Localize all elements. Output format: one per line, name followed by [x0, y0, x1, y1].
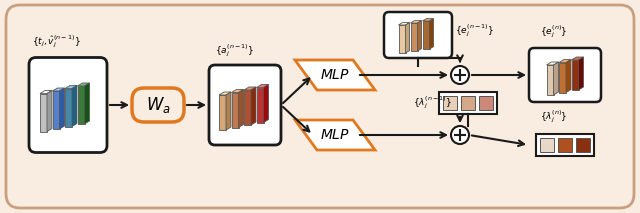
Polygon shape: [572, 60, 579, 90]
Text: $\boldsymbol{W_a}$: $\boldsymbol{W_a}$: [146, 95, 170, 115]
Polygon shape: [559, 62, 566, 92]
FancyBboxPatch shape: [29, 58, 107, 153]
Polygon shape: [52, 91, 60, 129]
Polygon shape: [257, 88, 264, 122]
Text: $\{\lambda_j^{(n)}\}$: $\{\lambda_j^{(n)}\}$: [540, 109, 568, 125]
Polygon shape: [226, 92, 231, 130]
Bar: [479, 96, 493, 110]
Polygon shape: [52, 88, 65, 91]
Polygon shape: [219, 95, 226, 130]
Polygon shape: [399, 25, 406, 53]
Text: $\{e_j^{(n-1)}\}$: $\{e_j^{(n-1)}\}$: [455, 23, 494, 39]
Polygon shape: [410, 23, 417, 51]
Text: $\mathit{MLP}$: $\mathit{MLP}$: [320, 128, 350, 142]
Polygon shape: [232, 92, 239, 128]
Polygon shape: [410, 21, 422, 23]
FancyBboxPatch shape: [209, 65, 281, 145]
FancyBboxPatch shape: [6, 5, 634, 208]
Bar: [443, 96, 457, 110]
Polygon shape: [40, 94, 47, 131]
Polygon shape: [547, 62, 559, 65]
Circle shape: [451, 126, 469, 144]
Polygon shape: [422, 21, 429, 49]
Polygon shape: [422, 19, 433, 21]
Polygon shape: [47, 91, 52, 131]
Polygon shape: [579, 57, 584, 90]
Polygon shape: [417, 21, 422, 51]
Text: $\{e_j^{(n)}\}$: $\{e_j^{(n)}\}$: [540, 24, 568, 40]
Polygon shape: [264, 85, 269, 122]
Polygon shape: [295, 60, 375, 90]
Polygon shape: [60, 88, 65, 129]
Text: $\mathit{MLP}$: $\mathit{MLP}$: [320, 68, 350, 82]
Polygon shape: [547, 65, 554, 95]
Circle shape: [451, 66, 469, 84]
Polygon shape: [251, 87, 256, 125]
Polygon shape: [244, 90, 251, 125]
Polygon shape: [554, 62, 559, 95]
Polygon shape: [84, 83, 90, 124]
FancyBboxPatch shape: [529, 48, 601, 102]
Text: $\{a_j^{(n-1)}\}$: $\{a_j^{(n-1)}\}$: [215, 43, 254, 59]
Polygon shape: [406, 23, 410, 53]
Bar: [536, 134, 594, 156]
Polygon shape: [295, 120, 375, 150]
FancyBboxPatch shape: [384, 12, 452, 58]
Polygon shape: [244, 87, 256, 90]
Polygon shape: [77, 86, 84, 124]
Polygon shape: [559, 59, 571, 62]
Polygon shape: [219, 92, 231, 95]
Bar: [576, 138, 590, 152]
Text: $\{t_j, \hat{v}_j^{(n-1)}\}$: $\{t_j, \hat{v}_j^{(n-1)}\}$: [32, 34, 81, 50]
Bar: [558, 138, 572, 152]
Polygon shape: [429, 19, 433, 49]
FancyBboxPatch shape: [132, 88, 184, 122]
Polygon shape: [566, 59, 571, 92]
Polygon shape: [40, 91, 52, 94]
Polygon shape: [239, 89, 243, 128]
Polygon shape: [77, 83, 90, 86]
Polygon shape: [399, 23, 410, 25]
Polygon shape: [65, 88, 72, 127]
Text: $\{\lambda_j^{(n-1)}\}$: $\{\lambda_j^{(n-1)}\}$: [413, 95, 452, 111]
Polygon shape: [232, 89, 243, 92]
Bar: [540, 138, 554, 152]
Polygon shape: [72, 85, 77, 127]
Polygon shape: [257, 85, 269, 88]
Bar: [439, 92, 497, 114]
Polygon shape: [572, 57, 584, 60]
Polygon shape: [65, 85, 77, 88]
Bar: [461, 96, 475, 110]
